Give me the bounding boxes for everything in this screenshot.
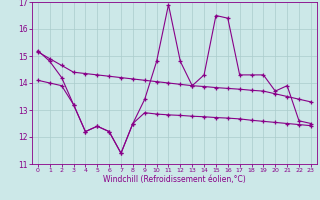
X-axis label: Windchill (Refroidissement éolien,°C): Windchill (Refroidissement éolien,°C) bbox=[103, 175, 246, 184]
